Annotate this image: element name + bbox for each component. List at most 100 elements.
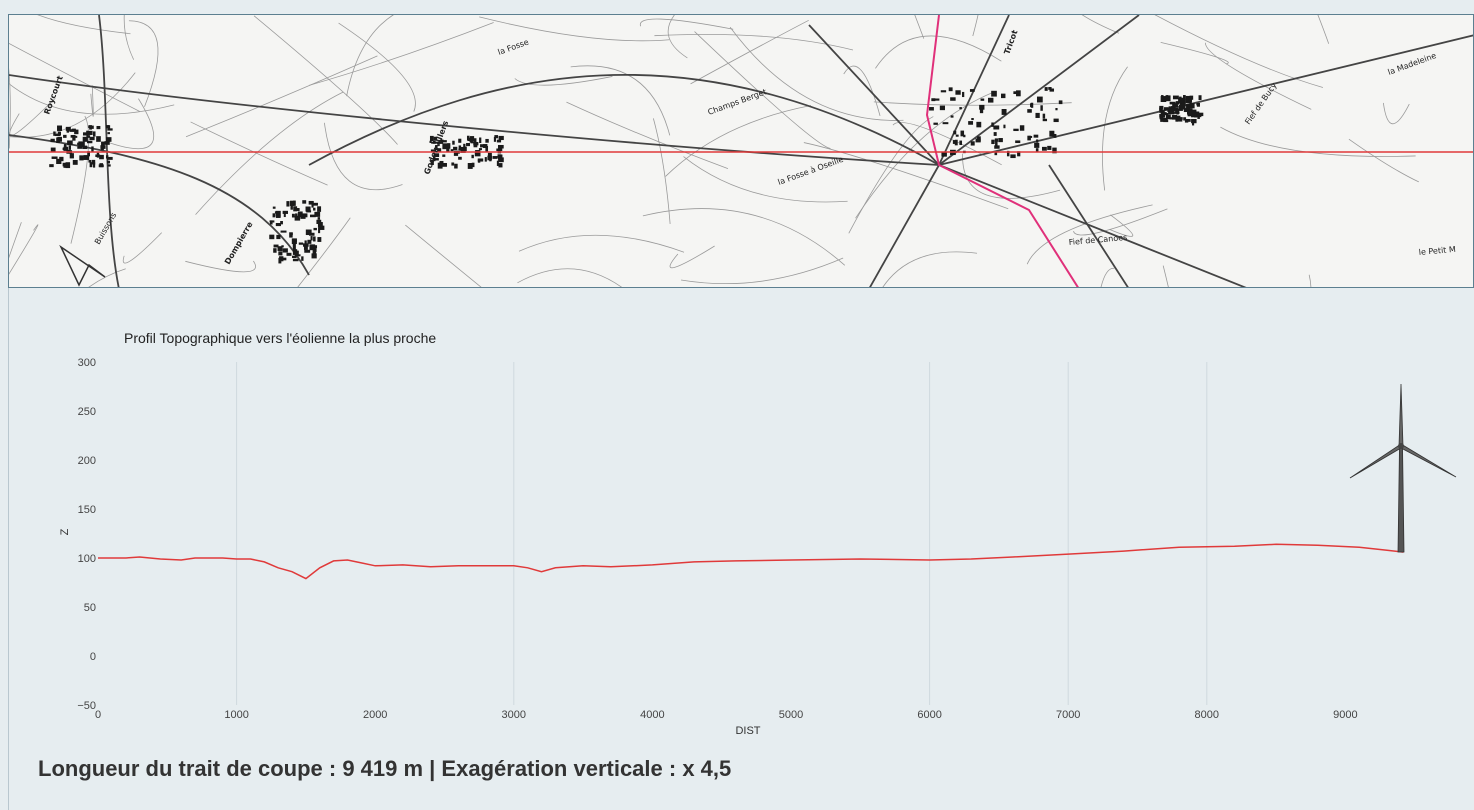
map-building — [305, 229, 312, 236]
map-building — [463, 146, 467, 152]
map-road — [9, 74, 940, 166]
map-building — [65, 126, 71, 131]
map-contour-line — [9, 72, 136, 138]
y-tick-label: 100 — [78, 553, 96, 565]
map-building — [308, 200, 314, 205]
map-building — [959, 140, 963, 145]
y-tick-label: 200 — [78, 455, 96, 467]
map-contour-line — [190, 121, 328, 186]
map-building — [1172, 95, 1179, 100]
map-building — [86, 130, 93, 135]
map-building — [1049, 88, 1055, 92]
map-building — [929, 107, 934, 111]
map-building — [291, 238, 297, 245]
y-tick-label: 50 — [84, 602, 96, 614]
map-contour-line — [88, 268, 126, 287]
map-building — [68, 145, 71, 150]
map-building — [96, 125, 101, 130]
map-building — [269, 234, 275, 240]
map-contour-line — [9, 224, 39, 275]
map-building — [1036, 96, 1043, 103]
map-building — [1183, 108, 1189, 113]
map-contour-line — [683, 156, 848, 203]
map-building — [931, 98, 936, 102]
map-contour-line — [843, 65, 881, 116]
map-building — [272, 206, 276, 209]
map-building — [494, 135, 499, 139]
turbine-blade — [1349, 443, 1402, 479]
map-building — [275, 210, 281, 217]
map-building — [280, 221, 283, 225]
map-building — [54, 133, 60, 137]
map-building — [498, 135, 504, 141]
map-contour-line — [185, 260, 256, 273]
map-building — [56, 158, 62, 165]
map-building — [988, 97, 994, 103]
turbine-tower — [1397, 445, 1405, 553]
map-building — [1160, 117, 1166, 122]
map-building — [1015, 140, 1021, 144]
map-building — [286, 201, 290, 207]
map-building — [1185, 119, 1191, 122]
map-building — [430, 159, 434, 166]
map-building — [1197, 116, 1200, 119]
map-building — [79, 155, 84, 161]
map-building — [304, 249, 311, 253]
map-building — [88, 159, 92, 163]
map-building — [77, 146, 82, 149]
map-building — [100, 145, 106, 149]
map-building — [83, 155, 90, 160]
map-building — [107, 125, 111, 130]
map-building — [496, 139, 502, 143]
map-building — [955, 134, 959, 137]
map-building — [78, 141, 83, 148]
map-building — [89, 136, 95, 141]
map-contour-line — [566, 101, 729, 170]
map-building — [485, 138, 489, 143]
map-building — [1198, 112, 1204, 117]
map-building — [1034, 142, 1040, 148]
map-building — [280, 230, 287, 233]
map-building — [952, 140, 956, 144]
map-building — [314, 245, 318, 249]
map-building — [1055, 108, 1058, 111]
map-building — [106, 156, 113, 160]
map-contour-line — [882, 251, 978, 287]
map-contour-line — [9, 83, 175, 115]
map-building — [439, 141, 444, 144]
map-building — [107, 160, 111, 164]
map-contour-line — [690, 19, 809, 85]
map-building — [293, 206, 298, 212]
map-building — [282, 257, 287, 261]
map-contour-line — [185, 55, 378, 138]
map-building — [317, 222, 323, 228]
map-building — [57, 136, 62, 142]
north-arrow-icon — [59, 244, 106, 287]
map-building — [302, 200, 307, 204]
x-tick-label: 9000 — [1333, 709, 1357, 721]
map-building — [993, 132, 997, 136]
map-building — [99, 163, 104, 168]
map-building — [980, 98, 985, 101]
map-building — [429, 135, 434, 142]
x-tick-label: 4000 — [640, 709, 664, 721]
map-building — [1166, 95, 1169, 101]
map-contour-line — [308, 22, 494, 86]
map-building — [1013, 91, 1018, 95]
map-building — [1183, 117, 1187, 121]
map-building — [959, 107, 962, 110]
map-building — [496, 148, 503, 152]
map-building — [99, 154, 104, 160]
map-building — [1003, 124, 1006, 129]
map-contour-line — [297, 217, 351, 287]
map-contour-line — [195, 91, 344, 215]
map-building — [473, 138, 477, 143]
map-building — [941, 152, 947, 157]
y-tick-label: −50 — [77, 700, 96, 712]
map-contour-line — [665, 105, 812, 177]
map-building — [282, 210, 289, 214]
map-building — [87, 140, 93, 144]
map-building — [434, 145, 438, 151]
map-building — [283, 212, 286, 218]
map-building — [976, 121, 982, 128]
